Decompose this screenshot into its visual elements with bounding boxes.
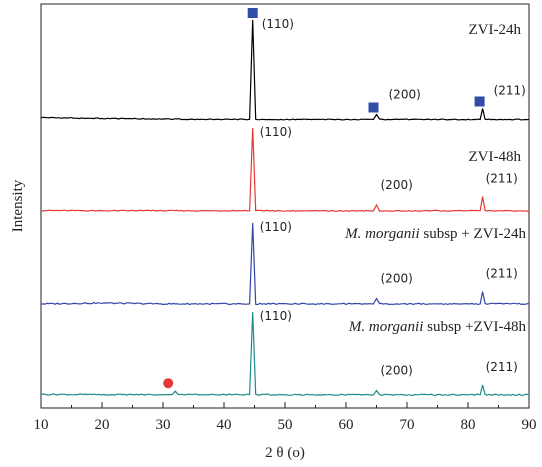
tick-layer: 10 20 30 40 50 60 70 80 90 bbox=[34, 402, 537, 433]
series-line-1 bbox=[40, 19, 530, 121]
peak-label: (211) bbox=[486, 267, 518, 281]
series-line-2 bbox=[41, 127, 530, 212]
series-name-part: ZVI-24h bbox=[469, 22, 522, 38]
peak-label: (200) bbox=[389, 88, 421, 102]
series-name-label: ZVI-24h bbox=[469, 22, 522, 38]
x-tick-label: 70 bbox=[400, 417, 415, 433]
series-line-3 bbox=[40, 222, 530, 306]
series-layer bbox=[40, 19, 530, 397]
series-name-label: M. morganii subsp + ZVI-24h bbox=[344, 226, 526, 242]
series-name-part: M. morganii bbox=[344, 226, 419, 242]
peak-label: (211) bbox=[494, 84, 526, 98]
y-axis-title: Intensity bbox=[10, 179, 26, 232]
x-tick-label: 20 bbox=[95, 417, 110, 433]
series-name-part: M. morganii bbox=[348, 319, 423, 335]
peak-label: (200) bbox=[381, 364, 413, 378]
x-tick-label: 80 bbox=[461, 417, 476, 433]
x-tick-label: 10 bbox=[34, 417, 49, 433]
x-axis-title: 2 θ (ο) bbox=[265, 445, 305, 461]
x-tick-label: 30 bbox=[156, 417, 171, 433]
series-line-4 bbox=[40, 311, 530, 397]
plot-area-frame bbox=[40, 3, 530, 409]
series-name-label: ZVI-48h bbox=[469, 149, 522, 165]
series-name-label: M. morganii subsp +ZVI-48h bbox=[348, 319, 527, 335]
bcc-fe-marker bbox=[474, 96, 485, 107]
x-tick-label: 50 bbox=[278, 417, 293, 433]
peak-label: (211) bbox=[486, 172, 518, 186]
peak-label: (200) bbox=[381, 178, 413, 192]
peak-label: (200) bbox=[381, 272, 413, 286]
series-name-part: subsp + ZVI-24h bbox=[420, 226, 527, 242]
peak-label: (110) bbox=[260, 309, 292, 323]
label-layer: ZVI-24h (110) (200) (211) ZVI-48h (110) (200) (… bbox=[260, 17, 527, 378]
bcc-fe-marker bbox=[368, 102, 379, 113]
x-tick-label: 40 bbox=[217, 417, 232, 433]
x-tick-label: 60 bbox=[339, 417, 354, 433]
peak-label: (110) bbox=[260, 220, 292, 234]
impurity-marker bbox=[163, 378, 174, 389]
x-tick-label: 90 bbox=[522, 417, 537, 433]
bcc-fe-marker bbox=[247, 8, 258, 18]
series-name-part: ZVI-48h bbox=[469, 149, 522, 165]
peak-label: (110) bbox=[260, 125, 292, 139]
marker-layer bbox=[163, 8, 485, 389]
peak-label: (110) bbox=[262, 17, 294, 31]
series-name-part: subsp +ZVI-48h bbox=[423, 319, 526, 335]
peak-label: (211) bbox=[486, 360, 518, 374]
